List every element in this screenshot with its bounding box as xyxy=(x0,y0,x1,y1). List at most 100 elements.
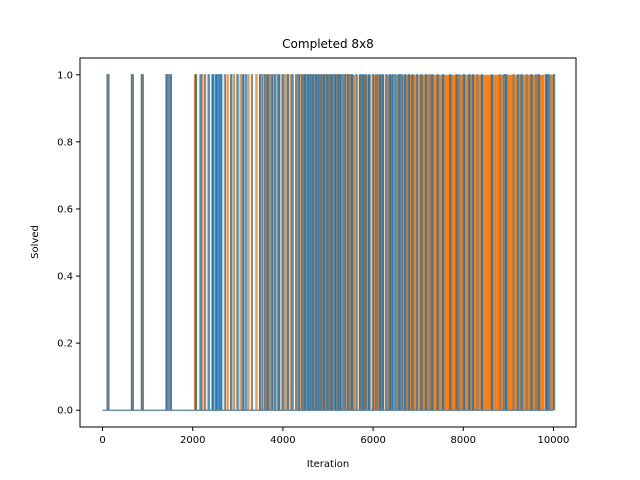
series-1-spike-37 xyxy=(331,74,334,411)
series-1-spike-48 xyxy=(368,74,371,411)
series-1-spike-24 xyxy=(291,74,294,411)
series-2-spike-0 xyxy=(107,74,110,411)
series-1-spike-7 xyxy=(207,74,210,411)
series-1-spike-33 xyxy=(320,74,323,411)
series-1-spike-4 xyxy=(169,74,172,411)
series-2-spike-7 xyxy=(260,74,263,411)
series-1-spike-28 xyxy=(306,74,309,411)
series-0-spike-13 xyxy=(247,74,250,411)
series-0-spike-6 xyxy=(201,74,204,411)
series-1-spike-65 xyxy=(431,74,434,411)
series-2-spike-12 xyxy=(399,74,402,411)
series-1-spike-66 xyxy=(436,74,439,411)
series-0-dense-region-3 xyxy=(373,74,385,411)
series-1-spike-21 xyxy=(277,74,281,411)
series-0-spike-22 xyxy=(289,74,292,411)
series-1-spike-81 xyxy=(544,74,548,411)
series-0-dense-region-7 xyxy=(506,74,518,411)
series-1-spike-75 xyxy=(503,74,506,411)
series-1-spike-14 xyxy=(241,74,245,411)
series-2-spike-20 xyxy=(548,74,551,411)
series-1-spike-17 xyxy=(264,74,267,411)
series-2-spike-5 xyxy=(223,74,226,411)
series-0-dense-region-4 xyxy=(386,74,394,411)
series-1-spike-70 xyxy=(462,74,465,411)
series-1-spike-19 xyxy=(270,74,273,411)
series-1-spike-18 xyxy=(267,74,270,411)
series-1-spike-76 xyxy=(505,74,508,411)
series-1-spike-54 xyxy=(388,74,392,411)
series-1-spike-51 xyxy=(378,74,382,411)
x-tick-label: 2000 xyxy=(180,435,205,446)
series-1-spike-5 xyxy=(194,74,198,411)
series-1-spike-25 xyxy=(297,74,300,411)
x-tick-label: 10000 xyxy=(538,435,570,446)
series-2-spike-11 xyxy=(376,74,379,411)
y-tick-label: 1.0 xyxy=(57,70,73,81)
series-1-spike-16 xyxy=(258,74,262,411)
y-tick-label: 0.8 xyxy=(57,137,73,148)
series-1-spike-32 xyxy=(317,74,320,411)
series-2-spike-14 xyxy=(458,74,461,411)
series-2-spike-3 xyxy=(166,74,170,411)
series-1-spike-10 xyxy=(217,74,220,411)
series-1-spike-62 xyxy=(415,74,419,411)
series-1-spike-67 xyxy=(442,74,445,411)
x-tick-label: 0 xyxy=(99,435,105,446)
series-1-spike-23 xyxy=(286,74,290,411)
series-1-spike-80 xyxy=(537,74,540,411)
x-tick-label: 6000 xyxy=(360,435,385,446)
series-1-spike-30 xyxy=(312,74,315,411)
series-1-spike-40 xyxy=(338,74,341,411)
series-1-spike-6 xyxy=(199,74,202,411)
series-1-spike-55 xyxy=(391,74,394,411)
series-1-spike-13 xyxy=(236,74,239,411)
series-1-spike-27 xyxy=(304,74,307,411)
series-1-spike-56 xyxy=(394,74,397,411)
series-2-spike-9 xyxy=(341,74,344,411)
x-axis-label: Iteration xyxy=(307,459,349,470)
series-1-spike-26 xyxy=(301,74,304,411)
series-0-spike-10 xyxy=(226,74,229,411)
series-1-spike-31 xyxy=(314,74,318,411)
x-tick-label: 4000 xyxy=(270,435,295,446)
series-layer xyxy=(106,74,556,411)
series-1-spike-12 xyxy=(230,74,233,411)
series-2-spike-15 xyxy=(476,74,479,411)
series-1-spike-35 xyxy=(325,74,328,411)
series-2-spike-10 xyxy=(348,74,351,411)
y-axis-label: Solved xyxy=(30,225,41,259)
series-1-spike-71 xyxy=(468,74,471,411)
series-1-spike-20 xyxy=(274,74,277,411)
x-tick-label: 8000 xyxy=(451,435,476,446)
series-1-spike-78 xyxy=(520,74,523,411)
plot-area xyxy=(102,74,556,411)
series-1-spike-47 xyxy=(364,74,367,411)
series-1-spike-60 xyxy=(407,74,410,411)
series-0-spike-21 xyxy=(285,74,288,411)
series-0-spike-12 xyxy=(239,74,242,411)
series-2-spike-16 xyxy=(498,74,502,411)
series-2-spike-1 xyxy=(131,74,135,411)
series-1-spike-15 xyxy=(244,74,247,411)
series-1-spike-82 xyxy=(546,74,549,411)
series-1-spike-29 xyxy=(309,74,312,411)
series-1-spike-61 xyxy=(411,74,414,411)
y-tick-label: 0.4 xyxy=(57,272,73,283)
series-0-spike-20 xyxy=(280,74,283,411)
series-1-spike-74 xyxy=(490,74,493,411)
series-1-spike-59 xyxy=(404,74,407,411)
series-2-spike-8 xyxy=(295,74,298,411)
series-1-spike-53 xyxy=(385,74,388,411)
series-1-spike-22 xyxy=(282,74,285,411)
series-1-spike-83 xyxy=(552,74,556,411)
x-axis-ticks: 0 2000 4000 6000 8000 10000 xyxy=(99,427,569,446)
series-0-spike-15 xyxy=(262,74,265,411)
series-1-spike-34 xyxy=(322,74,326,411)
series-0-spike-24 xyxy=(299,74,302,411)
series-1-spike-52 xyxy=(381,74,384,411)
series-1-spike-57 xyxy=(397,74,401,411)
series-1-spike-45 xyxy=(359,74,362,411)
axes-border xyxy=(79,57,577,428)
